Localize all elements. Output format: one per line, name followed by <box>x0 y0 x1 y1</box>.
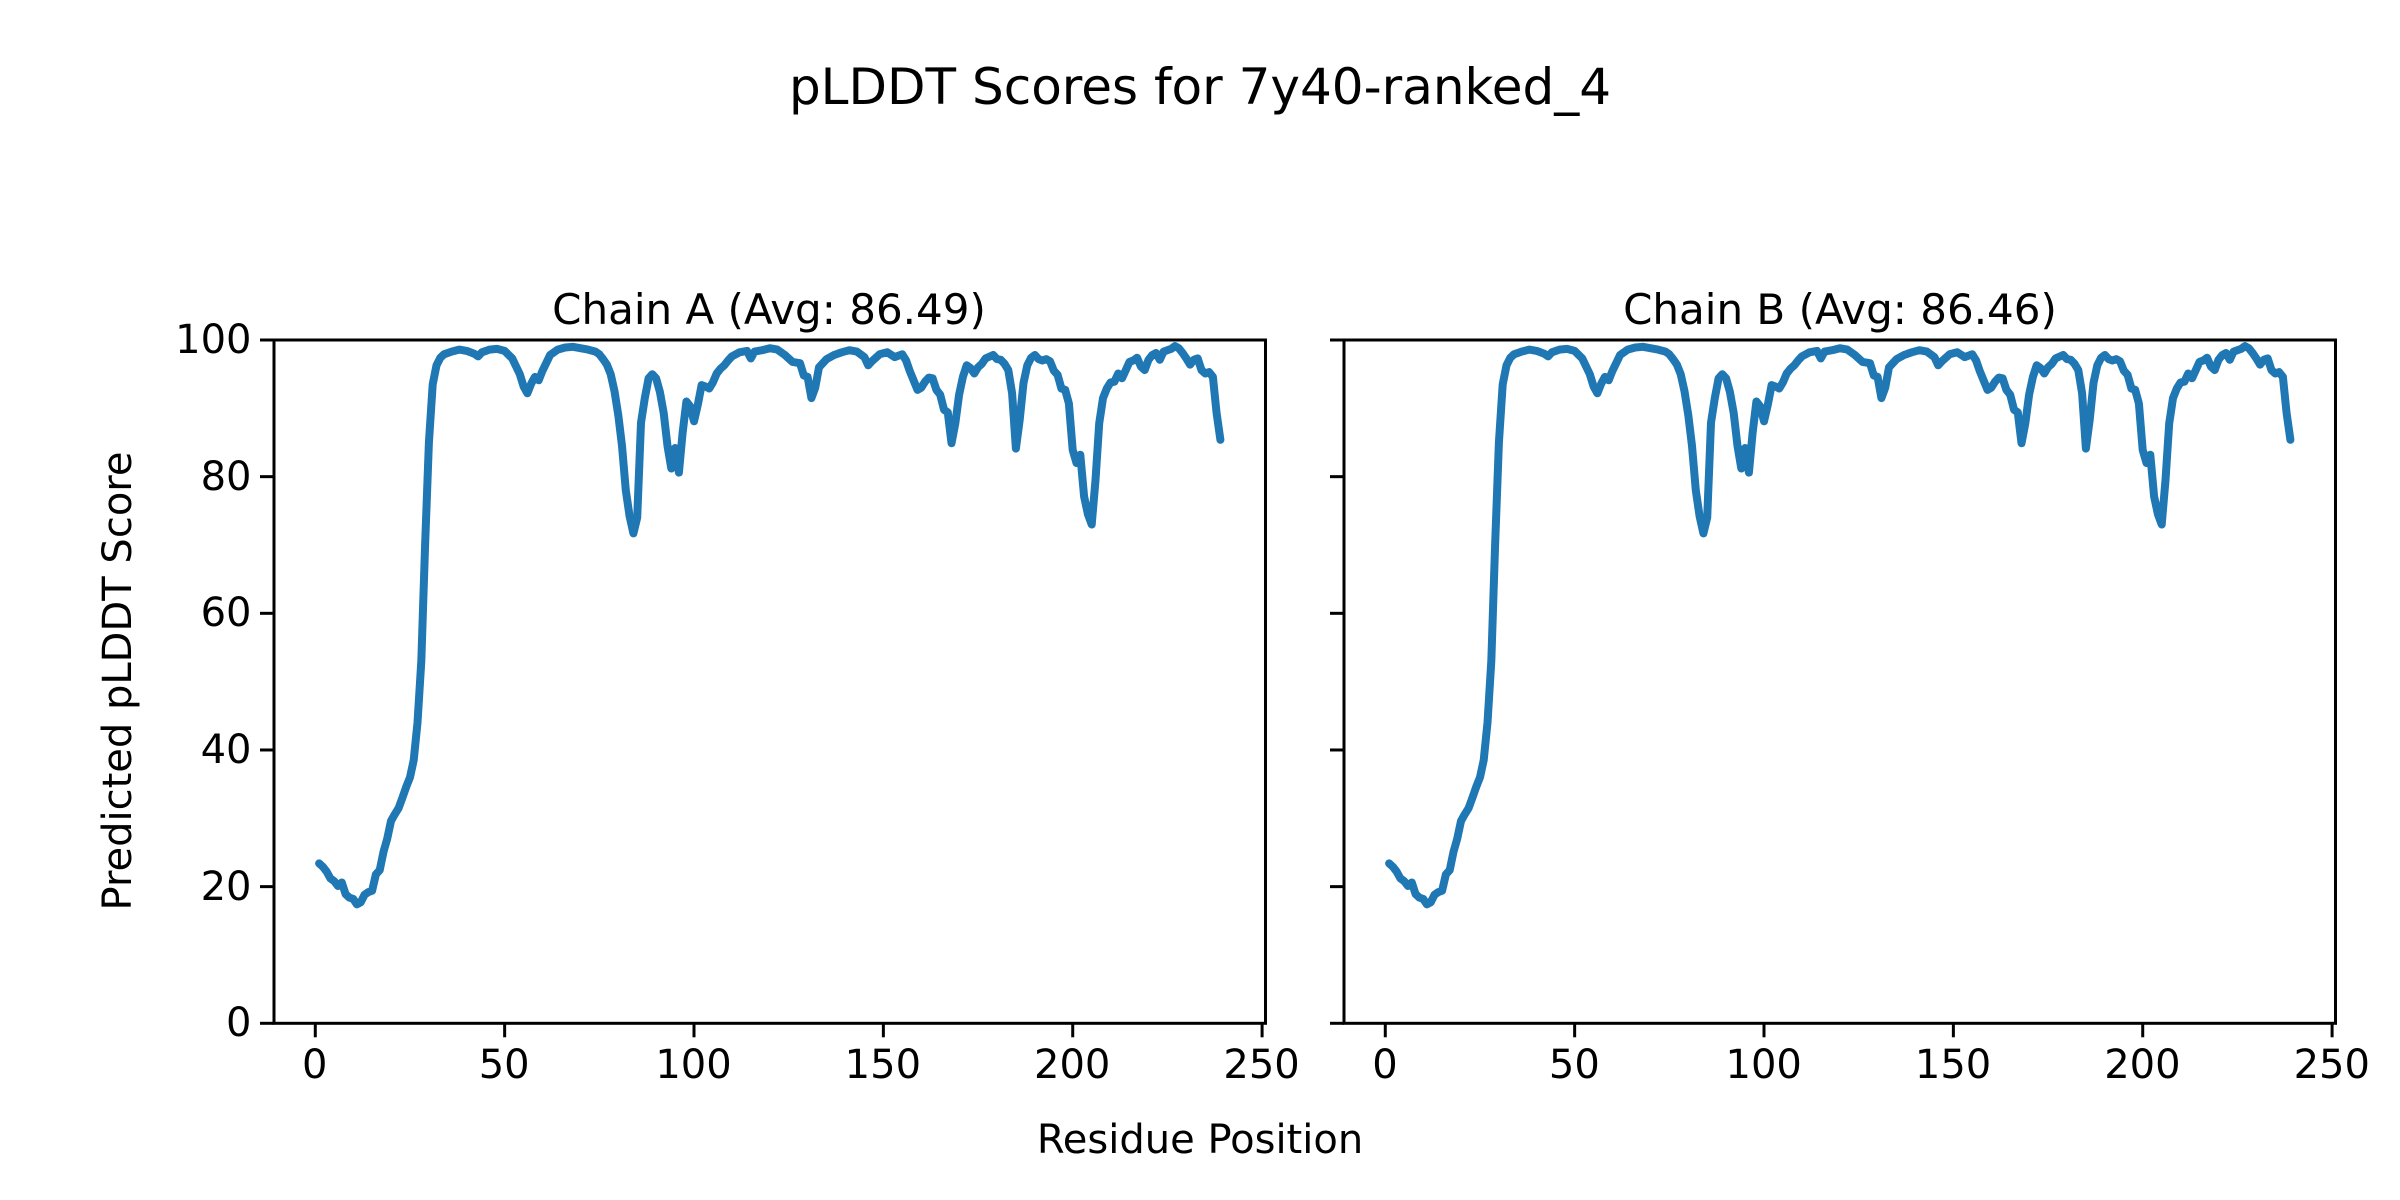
y-tick-label: 0 <box>226 1000 252 1047</box>
chain-a-plot-canvas <box>259 338 1267 1038</box>
y-tick-label: 40 <box>200 726 252 773</box>
x-axis-label: Residue Position <box>1036 1117 1364 1163</box>
x-tick-label: 100 <box>655 1042 732 1089</box>
subplot-title-chain-b: Chain B (Avg: 86.46) <box>1623 285 2057 334</box>
x-tick-label: 0 <box>302 1042 328 1089</box>
x-tick-label: 100 <box>1725 1042 1802 1089</box>
x-tick-label: 250 <box>1223 1042 1300 1089</box>
subplot-chain-a <box>259 338 1267 1038</box>
x-tick-label: 50 <box>478 1042 530 1089</box>
x-tick-label: 150 <box>1914 1042 1992 1089</box>
x-tick-label: 250 <box>2293 1042 2370 1089</box>
subplot-chain-b <box>1329 338 2337 1038</box>
y-tick-label: 100 <box>175 317 252 363</box>
x-tick-label: 50 <box>1548 1042 1600 1089</box>
x-tick-label: 200 <box>2104 1042 2181 1089</box>
y-axis-label: Predicted pLDDT Score <box>95 451 141 911</box>
axes-frame <box>272 338 1267 1025</box>
y-tick-label: 80 <box>200 453 252 500</box>
y-tick-label: 60 <box>200 590 252 637</box>
plddt-line-chain-a <box>314 342 1224 909</box>
x-tick-label: 0 <box>1372 1042 1398 1089</box>
x-tick-label: 200 <box>1034 1042 1111 1089</box>
plddt-line-chain-b <box>1384 342 2295 909</box>
chain-b-plot-canvas <box>1329 338 2337 1038</box>
figure-title: pLDDT Scores for 7y40-ranked_4 <box>788 58 1612 116</box>
axes-frame <box>1342 338 2337 1025</box>
x-tick-label: 150 <box>844 1042 922 1089</box>
subplot-title-chain-a: Chain A (Avg: 86.49) <box>552 285 986 334</box>
y-tick-label: 20 <box>200 863 252 910</box>
